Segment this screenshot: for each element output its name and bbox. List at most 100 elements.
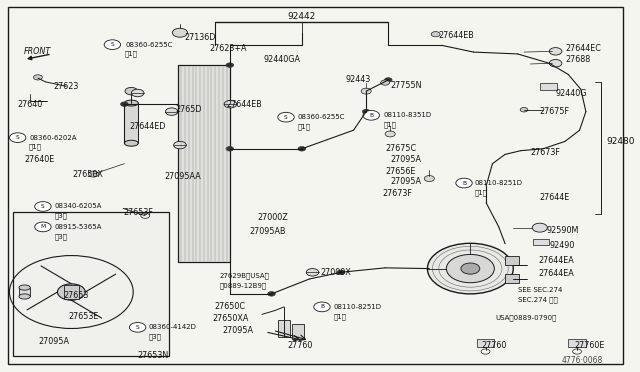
Bar [292,324,304,339]
Circle shape [172,28,188,37]
Text: 08110-8251D: 08110-8251D [333,304,381,310]
Text: 27675C: 27675C [385,144,416,153]
Circle shape [129,323,146,332]
Text: （1）: （1） [298,123,311,130]
Text: 2765D: 2765D [175,105,202,114]
Circle shape [456,178,472,188]
Bar [278,320,291,337]
Text: 27095A: 27095A [38,337,69,346]
Text: M: M [40,224,45,230]
Bar [124,103,138,143]
Ellipse shape [124,140,138,146]
Text: 27644EA: 27644EA [538,269,573,278]
Bar [505,256,519,265]
Text: 92590M: 92590M [546,226,579,235]
Text: 27629B（USA）: 27629B（USA） [220,273,269,279]
Text: 08360-6202A: 08360-6202A [29,135,77,141]
Text: 27640: 27640 [18,100,43,109]
Text: 27653F: 27653F [124,208,154,217]
Circle shape [131,89,144,97]
Text: 92442: 92442 [287,12,316,21]
Text: 27644EB: 27644EB [226,100,262,109]
Circle shape [549,60,562,67]
Circle shape [278,112,294,122]
Text: 92480: 92480 [606,137,635,146]
Text: 92440GA: 92440GA [264,55,301,64]
Circle shape [532,223,547,232]
Text: 27653N: 27653N [138,351,169,360]
Text: 27644EB: 27644EB [439,31,474,40]
Text: ［0889-12B9］: ［0889-12B9］ [220,282,267,289]
Text: 27760: 27760 [287,341,312,350]
Text: （3）: （3） [149,333,162,340]
Text: 27760: 27760 [482,341,507,350]
Bar [568,339,586,347]
Text: （1）: （1） [333,313,346,320]
Text: FRONT: FRONT [24,47,51,56]
Text: B: B [369,113,373,118]
Circle shape [385,78,392,82]
Circle shape [337,270,345,275]
Text: S: S [284,115,288,120]
Circle shape [226,147,234,151]
Circle shape [165,108,178,115]
Circle shape [104,40,120,49]
Text: 27000Z: 27000Z [257,213,289,222]
Ellipse shape [124,100,138,106]
Text: 27673F: 27673F [382,189,412,198]
Text: 08360-6255C: 08360-6255C [125,42,172,48]
Circle shape [381,80,390,85]
Ellipse shape [19,294,30,299]
Text: 27650XA: 27650XA [212,314,248,323]
Text: 27095AB: 27095AB [250,227,286,236]
Circle shape [173,141,186,149]
Text: 27644EC: 27644EC [565,44,601,53]
Text: S: S [111,42,115,47]
Text: S: S [41,204,45,209]
Text: 92490: 92490 [549,241,575,250]
Text: 08360-4142D: 08360-4142D [149,324,197,330]
Text: 27653: 27653 [63,291,88,300]
Text: SEC.274 参照: SEC.274 参照 [518,296,557,303]
Text: 27623: 27623 [54,82,79,91]
Circle shape [268,292,275,296]
Text: 27644ED: 27644ED [129,122,166,131]
Bar [477,339,494,347]
Text: S: S [16,135,20,140]
Circle shape [58,284,85,300]
Text: 27656E: 27656E [385,167,415,176]
Circle shape [461,263,480,274]
Text: 4776·0068: 4776·0068 [562,356,603,365]
Text: SEE SEC.274: SEE SEC.274 [518,287,562,293]
Circle shape [10,133,26,142]
Text: 27650C: 27650C [214,302,246,311]
Text: （3）: （3） [54,212,67,219]
Text: （1）: （1） [29,144,42,150]
Circle shape [363,110,380,120]
Circle shape [314,302,330,312]
Circle shape [35,202,51,211]
Text: 27650X: 27650X [72,170,104,179]
Circle shape [424,176,435,182]
Text: B: B [462,180,466,186]
Text: 27095A: 27095A [222,326,253,335]
Circle shape [125,87,138,95]
Text: USA［0889-0790］: USA［0889-0790］ [495,315,557,321]
Bar [505,274,519,283]
Text: 08110-8351D: 08110-8351D [384,112,432,118]
Circle shape [226,63,234,67]
Circle shape [446,254,494,283]
Circle shape [362,109,370,114]
Text: （3）: （3） [54,233,67,240]
Text: 27675F: 27675F [540,107,570,116]
Text: 27644EA: 27644EA [538,256,573,265]
Text: 27760E: 27760E [575,341,605,350]
Text: （1）: （1） [384,121,397,128]
Circle shape [224,100,237,108]
Text: 27653E: 27653E [68,312,99,321]
Text: 27640E: 27640E [24,155,54,164]
Text: 08110-8251D: 08110-8251D [475,180,523,186]
Text: 27623+A: 27623+A [210,44,247,53]
Text: 92443: 92443 [346,76,371,84]
Text: 27644E: 27644E [540,193,570,202]
